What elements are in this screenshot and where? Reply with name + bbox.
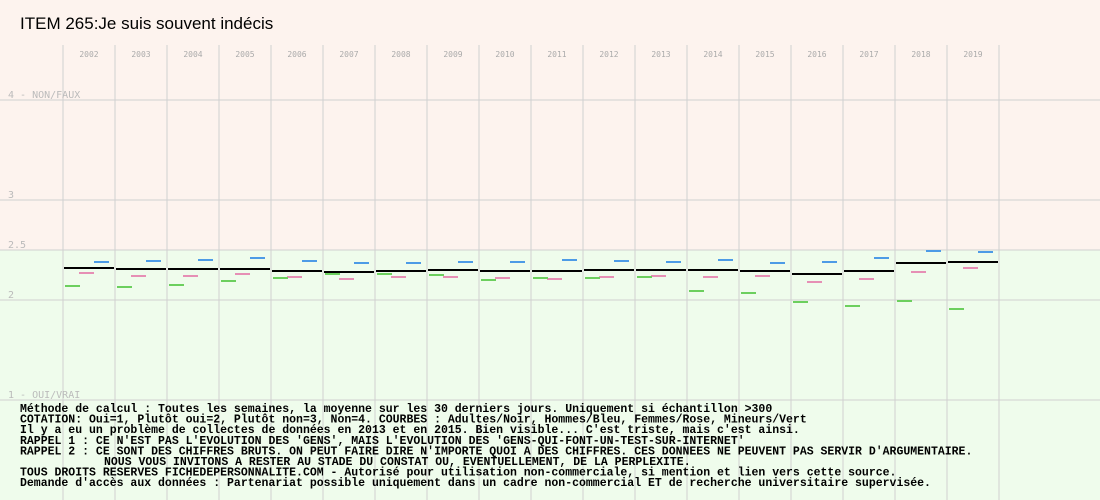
x-tick-label: 2004 — [183, 50, 202, 59]
x-tick-label: 2005 — [235, 50, 254, 59]
y-tick-label: 2.5 — [8, 240, 26, 251]
x-tick-label: 2007 — [339, 50, 358, 59]
zone — [0, 0, 1100, 250]
y-tick-label: 1 - OUI/VRAI — [8, 390, 80, 401]
chart-title: ITEM 265:Je suis souvent indécis — [20, 14, 273, 33]
note-line: NOUS VOUS INVITONS A RESTER AU STADE DU … — [104, 456, 691, 469]
x-tick-label: 2003 — [131, 50, 150, 59]
note-line: TOUS DROITS RESERVES FICHEDEPERSONNALITE… — [20, 467, 896, 480]
x-tick-label: 2002 — [79, 50, 98, 59]
note-line: Il y a eu un problème de collectes de do… — [20, 424, 800, 437]
note-line: RAPPEL 1 : CE N'EST PAS L'EVOLUTION DES … — [20, 435, 745, 448]
x-tick-label: 2019 — [963, 50, 982, 59]
x-tick-label: 2014 — [703, 50, 722, 59]
x-tick-label: 2011 — [547, 50, 566, 59]
y-tick-label: 4 - NON/FAUX — [8, 90, 80, 101]
note-line: Demande d'accès aux données : Partenaria… — [20, 477, 931, 490]
x-tick-label: 2008 — [391, 50, 410, 59]
x-tick-label: 2009 — [443, 50, 462, 59]
note-line: RAPPEL 2 : CE SONT DES CHIFFRES BRUTS. O… — [20, 445, 972, 458]
x-tick-label: 2013 — [651, 50, 670, 59]
x-tick-label: 2018 — [911, 50, 930, 59]
x-tick-label: 2015 — [755, 50, 774, 59]
x-tick-label: 2006 — [287, 50, 306, 59]
y-tick-label: 3 — [8, 190, 14, 201]
zone — [0, 250, 1100, 500]
x-tick-label: 2012 — [599, 50, 618, 59]
note-line: COTATION: Oui=1, Plutôt oui=2, Plutôt no… — [20, 414, 807, 427]
note-line: Méthode de calcul : Toutes les semaines,… — [20, 403, 772, 416]
x-tick-label: 2016 — [807, 50, 826, 59]
x-tick-label: 2017 — [859, 50, 878, 59]
y-tick-label: 2 — [8, 290, 14, 301]
x-tick-label: 2010 — [495, 50, 514, 59]
